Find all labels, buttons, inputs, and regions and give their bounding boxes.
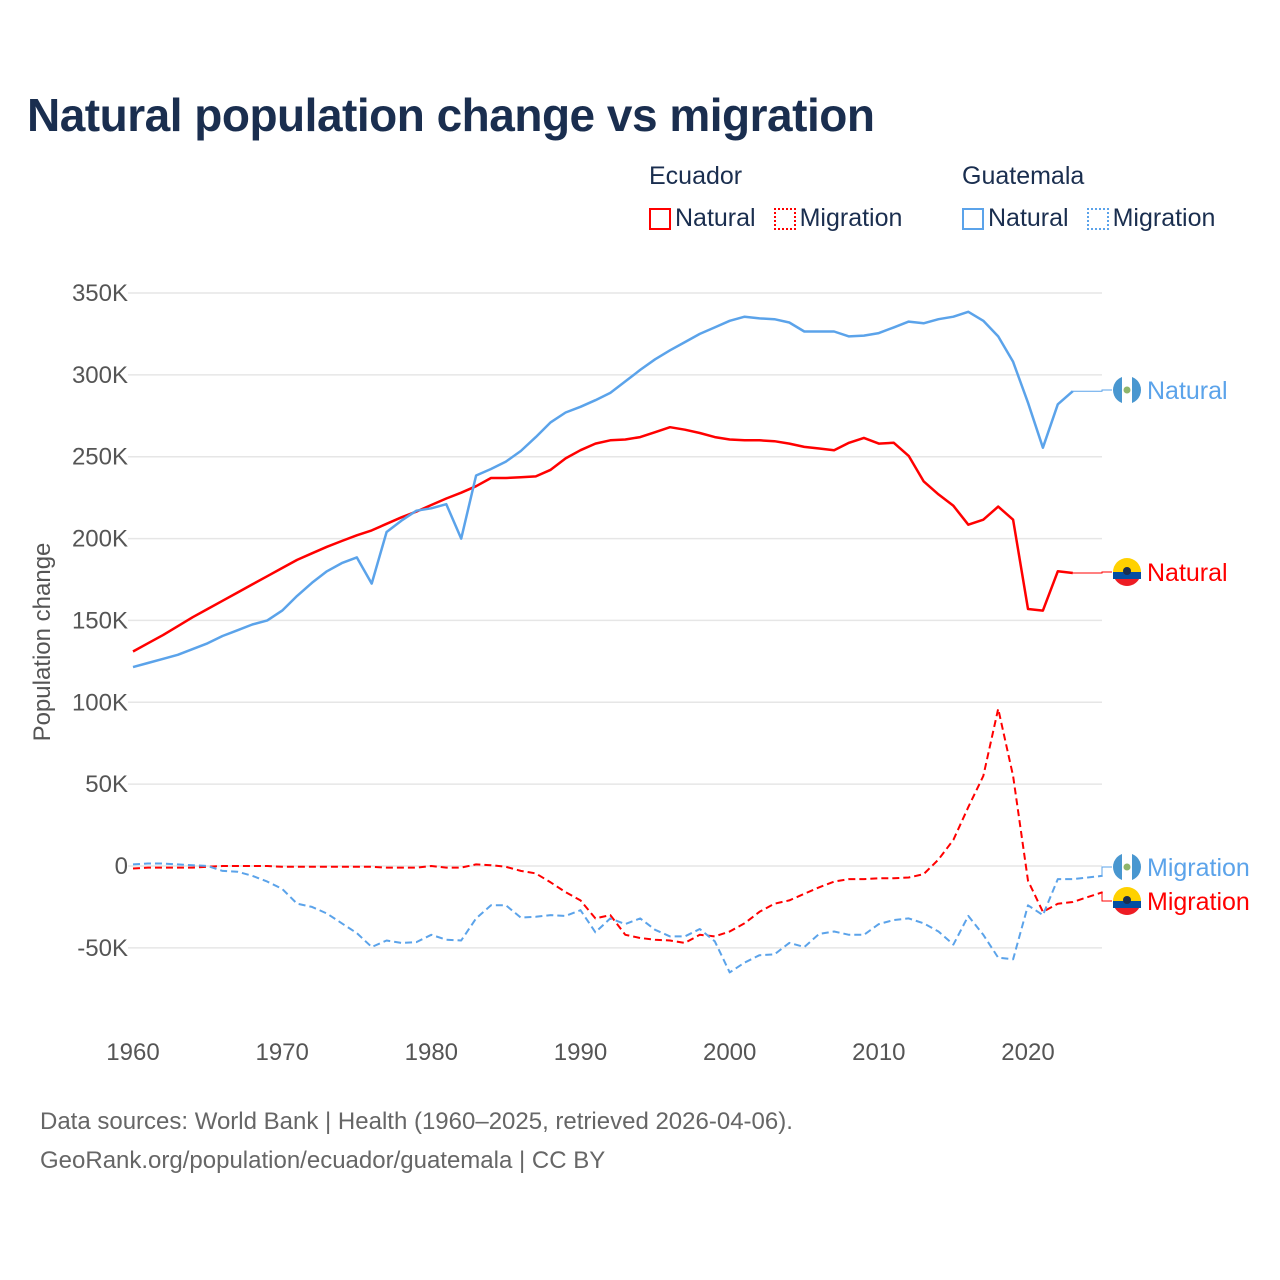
legend-swatch-dotted [773,207,796,230]
x-tick-label: 1970 [255,1039,308,1066]
x-tick-label: 1960 [106,1039,159,1066]
label-connector [1072,389,1112,392]
label-connector [1101,891,1112,902]
series-line-guatemala-migration [132,862,1103,974]
legend-item-guatemala-natural[interactable]: Natural [962,204,1069,233]
guatemala-flag-icon [1113,376,1141,404]
series-end-label: Natural [1147,559,1228,587]
flag-emblem [1123,863,1131,871]
series-line-ecuador-migration [132,707,1103,944]
label-connector [1072,571,1112,574]
flag-band [1113,572,1141,579]
legend-swatch-dotted [1086,207,1109,230]
y-tick-label: 200K [72,526,128,553]
guatemala-flag-icon [1113,853,1141,881]
x-tick-label: 1980 [405,1039,458,1066]
legend-label: Migration [1112,204,1216,232]
footer-sources: Data sources: World Bank | Health (1960–… [40,1108,793,1135]
x-tick-label: 2020 [1001,1039,1054,1066]
flag-emblem [1123,567,1131,575]
ecuador-flag-icon [1113,558,1141,586]
flag-band [1114,908,1140,915]
legend-swatch-solid [962,207,984,230]
series-end-label: Migration [1147,888,1250,916]
legend-ecuador: Ecuador Natural Migration [649,162,902,233]
legend-item-ecuador-migration[interactable]: Migration [773,204,903,233]
legend-swatch-solid [649,207,671,230]
flag-band [1113,558,1141,572]
chart-title: Natural population change vs migration [27,89,875,141]
y-axis-label: Population change [29,543,56,742]
flag-emblem [1123,896,1131,904]
footer-attribution[interactable]: GeoRank.org/population/ecuador/guatemala… [40,1147,606,1174]
series-end-label: Natural [1147,377,1228,405]
y-tick-label: 0 [115,853,128,880]
flag-band [1113,887,1141,901]
y-tick-label: -50K [77,935,128,962]
flag-emblem [1123,386,1131,394]
x-tick-label: 1990 [554,1039,607,1066]
y-tick-label: 350K [72,280,128,307]
y-tick-label: 100K [72,689,128,716]
flag-band [1114,579,1140,586]
flag-band [1113,901,1141,908]
series-line-ecuador-natural [132,425,1073,653]
y-tick-label: 250K [72,444,128,471]
chart-plot: 350K 300K 250K 200K 150K 100K 50K 0 -50K 1960 197… [29,280,1250,1066]
series-end-label: Migration [1147,854,1250,882]
ecuador-flag-icon [1113,887,1141,915]
label-connector [1101,866,1112,877]
y-tick-label: 50K [85,771,128,798]
x-tick-label: 2010 [852,1039,905,1066]
legend-item-guatemala-migration[interactable]: Migration [1086,204,1216,233]
x-tick-label: 2000 [703,1039,756,1066]
legend-guatemala: Guatemala Natural Migration [962,162,1215,233]
legend-group-title: Guatemala [962,162,1085,190]
legend-item-ecuador-natural[interactable]: Natural [649,204,756,233]
y-tick-label: 300K [72,362,128,389]
series-line-guatemala-natural [132,310,1074,669]
legend-label: Natural [675,204,756,232]
legend-group-title: Ecuador [649,162,743,190]
y-tick-label: 150K [72,607,128,634]
legend-label: Migration [799,204,903,232]
legend-label: Natural [988,204,1069,232]
